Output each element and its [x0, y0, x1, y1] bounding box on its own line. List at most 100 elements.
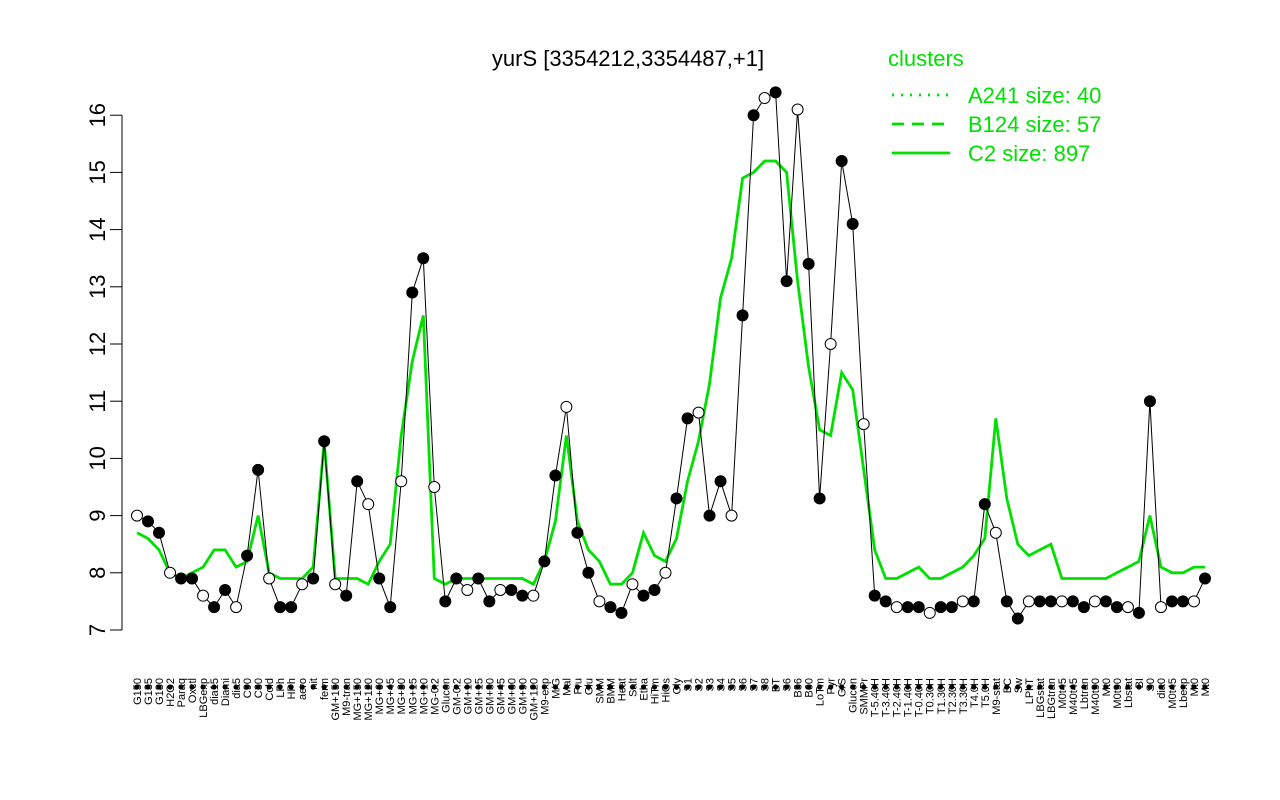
- x-marker: [398, 684, 404, 690]
- x-marker: [1191, 684, 1197, 690]
- x-tick-label: B36: [793, 678, 805, 698]
- x-tick-label: T4.0H: [969, 678, 981, 708]
- data-point: [1000, 595, 1013, 608]
- x-tick-label: T-3.40H: [881, 678, 893, 717]
- y-tick-label: 10: [85, 446, 110, 470]
- x-marker: [1158, 684, 1164, 690]
- x-marker: [1092, 684, 1098, 690]
- data-point: [1011, 612, 1024, 625]
- x-marker: [387, 684, 393, 690]
- data-point: [945, 601, 958, 614]
- x-marker: [200, 684, 206, 690]
- data-point: [483, 595, 496, 608]
- data-point: [571, 526, 584, 539]
- x-tick-label: BI: [1134, 678, 1146, 688]
- x-tick-label: HPh: [286, 678, 298, 699]
- x-marker: [960, 684, 966, 690]
- x-tick-label: H2O2: [165, 678, 177, 707]
- data-point: [560, 400, 573, 413]
- x-marker: [145, 684, 151, 690]
- x-tick-label: Pyr: [826, 678, 838, 695]
- data-point: [395, 475, 408, 488]
- x-marker: [376, 684, 382, 690]
- y-tick-label: 15: [85, 160, 110, 184]
- x-marker: [1180, 684, 1186, 690]
- x-tick-label: LBGexp: [198, 678, 210, 718]
- data-point: [1176, 595, 1189, 608]
- data-point: [956, 595, 969, 608]
- data-point: [1199, 572, 1211, 585]
- x-tick-label: aero: [297, 678, 309, 700]
- x-tick-label: S6: [738, 678, 750, 691]
- data-point: [692, 406, 705, 419]
- data-point: [450, 572, 463, 585]
- x-tick-label: B60: [804, 678, 816, 698]
- data-point: [714, 475, 727, 488]
- x-tick-label: Mal: [561, 678, 573, 696]
- data-point: [1077, 601, 1090, 614]
- x-tick-label: T-5.40H: [870, 678, 882, 717]
- y-tick-label: 16: [85, 103, 110, 127]
- x-tick-label: Paraq: [176, 678, 188, 707]
- x-marker: [618, 684, 625, 690]
- data-point: [670, 492, 683, 505]
- chart-title: yurS [3354212,3354487,+1]: [492, 46, 764, 71]
- x-marker: [431, 684, 437, 690]
- data-point: [241, 549, 254, 562]
- x-marker: [189, 684, 195, 690]
- x-marker: [1026, 684, 1032, 690]
- x-marker: [1070, 684, 1076, 690]
- x-marker: [993, 684, 999, 690]
- x-tick-label: Lbexp: [1178, 678, 1190, 708]
- x-marker: [1169, 684, 1175, 690]
- data-point: [725, 509, 738, 522]
- x-marker: [695, 684, 702, 690]
- x-tick-label: MG+150: [352, 678, 364, 721]
- x-marker: [420, 684, 426, 690]
- x-marker: [949, 684, 955, 690]
- x-marker: [640, 684, 647, 690]
- x-tick-label: GM+10: [462, 678, 474, 714]
- x-marker: [982, 684, 988, 690]
- x-marker: [442, 684, 448, 690]
- x-marker: [343, 684, 349, 690]
- x-marker: [1136, 684, 1142, 690]
- x-tick-label: M0t45: [1057, 678, 1069, 709]
- y-tick-label: 14: [85, 217, 110, 241]
- x-tick-label: G135: [143, 678, 155, 705]
- data-point: [791, 103, 804, 116]
- x-tick-label: M9-stat: [991, 678, 1003, 715]
- x-tick-label: GM+30: [484, 678, 496, 714]
- x-tick-label: Etha: [638, 677, 650, 701]
- x-marker: [1059, 684, 1065, 690]
- x-marker: [894, 684, 900, 690]
- x-marker: [255, 684, 261, 690]
- data-point: [428, 481, 441, 493]
- x-tick-label: HiTm: [649, 678, 661, 704]
- x-tick-label: Salt: [627, 678, 639, 697]
- data-point: [824, 338, 837, 350]
- x-marker: [1004, 684, 1010, 690]
- x-marker: [453, 684, 459, 690]
- x-tick-label: Glu: [583, 678, 595, 695]
- data-point: [1132, 606, 1145, 619]
- expression-line: [136, 91, 1206, 620]
- data-point: [604, 601, 617, 614]
- data-point: [967, 595, 980, 608]
- x-tick-label: dia0: [1156, 678, 1168, 699]
- x-marker: [728, 684, 735, 690]
- x-marker: [772, 684, 779, 690]
- x-marker: [332, 684, 338, 690]
- data-point: [648, 583, 661, 596]
- x-marker: [784, 684, 790, 690]
- x-tick-label: LPh: [275, 678, 287, 698]
- data-point: [439, 595, 452, 608]
- x-tick-label: dia15: [209, 678, 221, 705]
- data-point: [769, 86, 782, 99]
- y-tick-label: 11: [85, 390, 110, 413]
- data-point: [461, 583, 474, 596]
- data-point: [659, 566, 672, 579]
- x-marker: [574, 684, 581, 690]
- data-point: [1099, 595, 1112, 608]
